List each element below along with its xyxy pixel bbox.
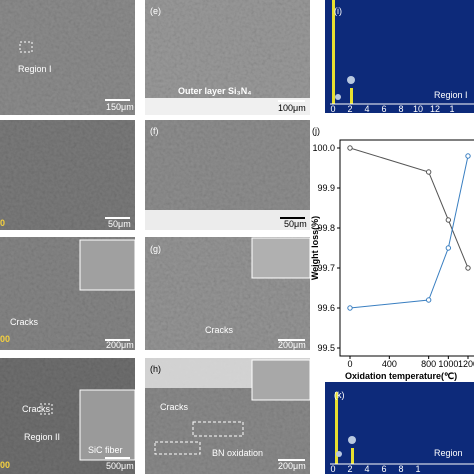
- plot-frame: [339, 139, 474, 357]
- data-point: [445, 245, 452, 251]
- oxidation-label: BN oxidation: [212, 448, 263, 458]
- panel-label: (h): [150, 364, 161, 374]
- scale-label: 100μm: [278, 103, 306, 113]
- cropped-label: 0: [0, 218, 5, 228]
- scale-label: 150μm: [106, 102, 134, 112]
- eds-axis-label: 6: [381, 464, 386, 474]
- x-axis-label: Oxidation temperature(℃): [345, 371, 457, 381]
- scale-label: 50μm: [108, 219, 131, 229]
- panel-label: (j): [312, 126, 320, 136]
- x-tick-label: 1200: [458, 359, 474, 369]
- eds-axis-label: 1: [415, 464, 420, 474]
- eds-axis-label: 1: [449, 104, 454, 114]
- y-tick-label: 99.9: [317, 183, 335, 193]
- scale-label: 50μm: [284, 219, 307, 229]
- panel-label: (e): [150, 6, 161, 16]
- series-line: [349, 147, 469, 269]
- labels: Region I 150μm 50μm 0 Cracks 200μm 00 Cr…: [0, 6, 468, 474]
- x-tick-label: 800: [421, 359, 436, 369]
- series-line: [349, 155, 469, 309]
- y-axis-label: Weight loss(%): [310, 216, 320, 280]
- eds-axis-label: 2: [347, 464, 352, 474]
- data-point: [465, 153, 471, 159]
- cracks-label: Cracks: [22, 404, 51, 414]
- cropped-label: 00: [0, 334, 10, 344]
- eds-axis-label: 0: [330, 104, 335, 114]
- data-point: [347, 145, 353, 151]
- region-label: Region I: [434, 90, 468, 100]
- region-label: Region I: [18, 64, 52, 74]
- y-tick-label: 99.8: [317, 223, 335, 233]
- panel-label: (k): [334, 390, 345, 400]
- eds-axis-label: 4: [364, 464, 369, 474]
- eds-axis-label: 10: [413, 104, 423, 114]
- cracks-label: Cracks: [10, 317, 39, 327]
- scale-label: 500μm: [106, 461, 134, 471]
- cracks-label: Cracks: [160, 402, 189, 412]
- x-tick-label: 400: [382, 359, 397, 369]
- sem-images: [0, 0, 310, 474]
- x-tick-label: 1000: [438, 359, 458, 369]
- region-label: Region II: [24, 432, 60, 442]
- cracks-label: Cracks: [205, 325, 234, 335]
- fiber-label: SiC fiber: [88, 445, 123, 455]
- data-point: [425, 169, 432, 175]
- eds-axis-label: 12: [430, 104, 440, 114]
- region-label: Region: [434, 448, 463, 458]
- data-point: [347, 305, 353, 311]
- y-tick-label: 100.0: [312, 143, 335, 153]
- panel-label: (f): [150, 126, 159, 136]
- panel-label: (i): [334, 6, 342, 16]
- eds-axis-label: 4: [364, 104, 369, 114]
- panel-label: (g): [150, 244, 161, 254]
- eds-spectra: [325, 0, 474, 474]
- y-tick-label: 99.7: [317, 263, 335, 273]
- chart: 99.5 99.6 99.7 99.8 99.9 100.0 0 400 80010001200…: [310, 139, 474, 381]
- y-tick-label: 99.5: [317, 343, 335, 353]
- y-tick-label: 99.6: [317, 303, 335, 313]
- eds-axis-label: 8: [398, 104, 403, 114]
- sem-details: [19, 41, 311, 461]
- data-point: [425, 297, 432, 303]
- eds-axis-label: 8: [398, 464, 403, 474]
- scale-label: 200μm: [278, 340, 306, 350]
- layer-label: Outer layer Si₃N₄: [178, 86, 251, 96]
- x-tick-label: 0: [347, 359, 352, 369]
- data-point: [465, 265, 471, 271]
- eds-axis-label: 6: [381, 104, 386, 114]
- cropped-label: 00: [0, 460, 10, 470]
- data-point: [445, 217, 452, 223]
- eds-axis-label: 2: [347, 104, 352, 114]
- scale-label: 200μm: [106, 340, 134, 350]
- scale-label: 200μm: [278, 461, 306, 471]
- eds-axis-label: 0: [330, 464, 335, 474]
